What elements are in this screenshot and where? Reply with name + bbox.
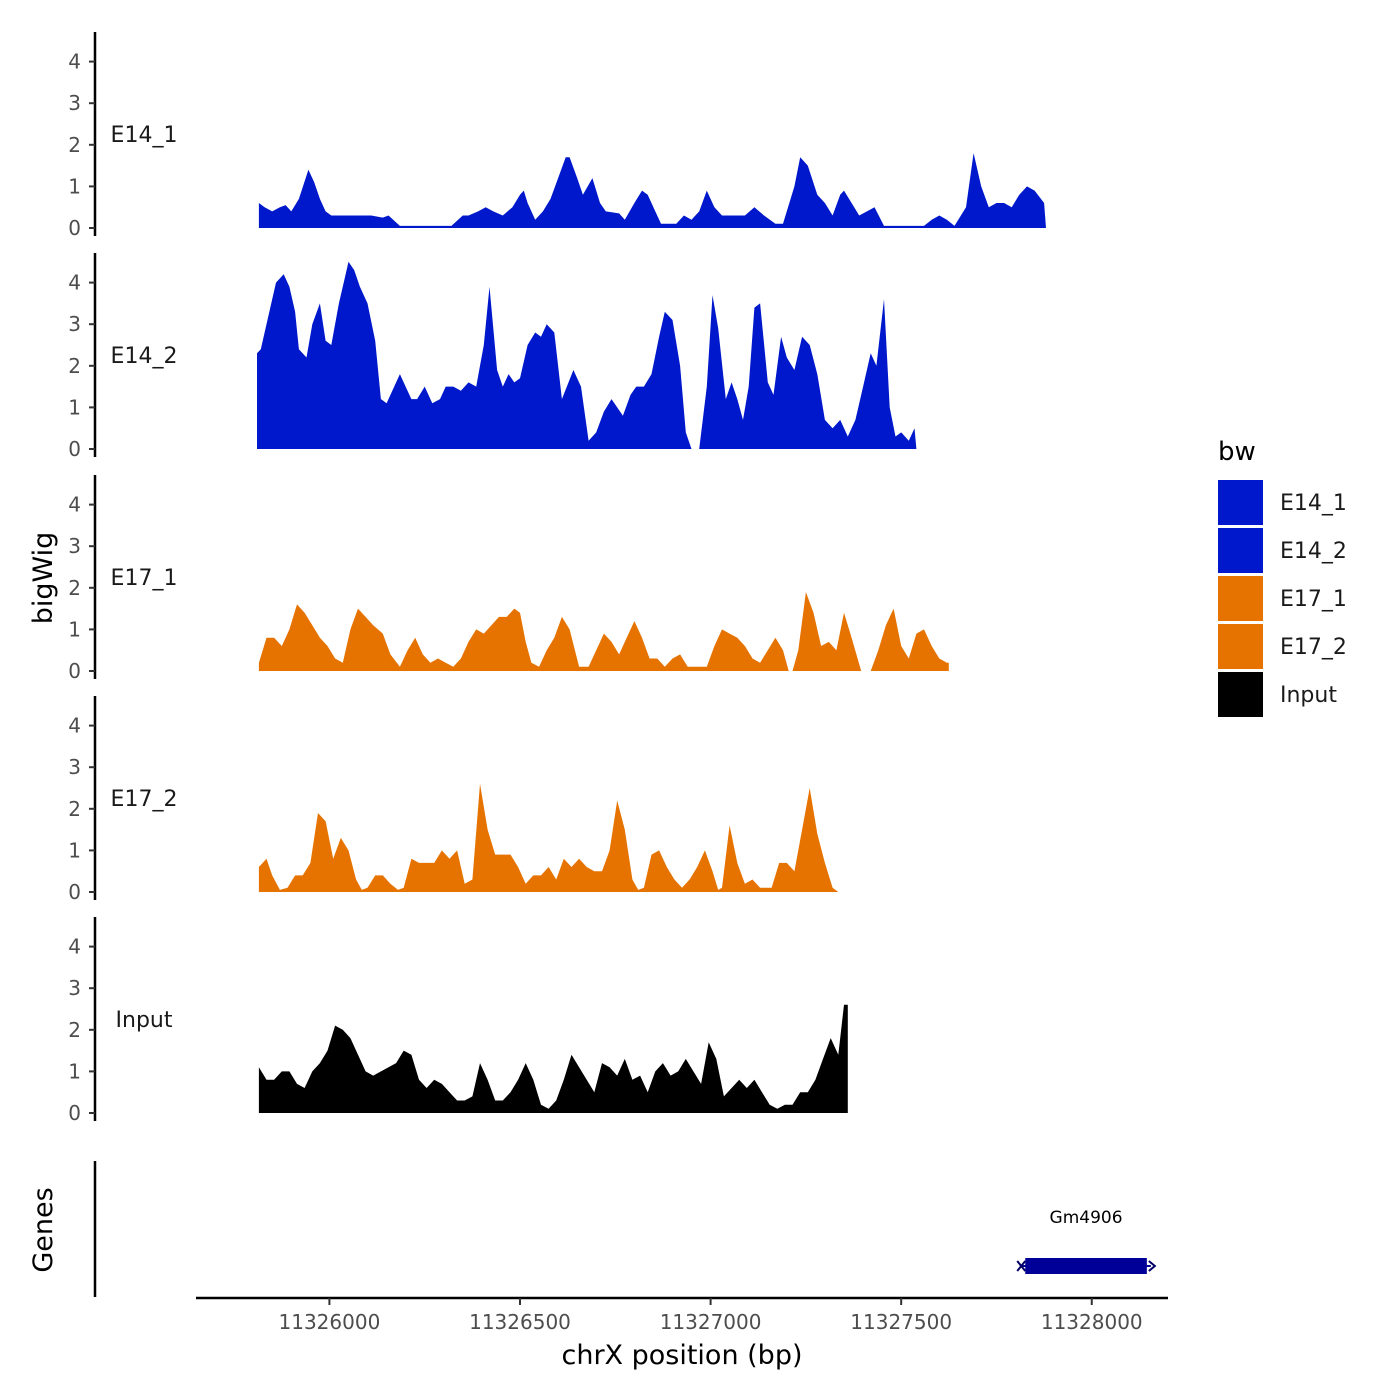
y-tick-label-E14_1-2: 2 bbox=[68, 133, 81, 157]
x-axis-title: chrX position (bp) bbox=[561, 1340, 802, 1371]
y-tick-label-E14_1-4: 4 bbox=[68, 50, 81, 74]
y-tick-label-E17_1-2: 2 bbox=[68, 576, 81, 600]
track-label-E17_1: E17_1 bbox=[111, 566, 178, 591]
legend-swatch-Input bbox=[1218, 672, 1263, 717]
legend-label-Input: Input bbox=[1280, 683, 1337, 708]
y-tick-label-E14_2-3: 3 bbox=[68, 312, 81, 336]
y-tick-label-E14_2-2: 2 bbox=[68, 354, 81, 378]
y-tick-label-E17_1-1: 1 bbox=[68, 617, 81, 641]
legend-swatch-E17_2 bbox=[1218, 624, 1263, 669]
track-E17_1: 0 1 2 3 4 E17_1 bbox=[68, 475, 949, 683]
x-axis: 11326000 11326500 11327000 11327500 11328000 bbox=[196, 1296, 1168, 1334]
legend-label-E17_2: E17_2 bbox=[1280, 635, 1347, 660]
area-E14_2 bbox=[257, 261, 917, 449]
legend-swatch-E14_1 bbox=[1218, 480, 1263, 525]
x-tick-label-11326500: 11326500 bbox=[469, 1310, 571, 1334]
y-tick-label-E17_2-1: 1 bbox=[68, 838, 81, 862]
y-tick-label-Input-2: 2 bbox=[68, 1018, 81, 1042]
legend-label-E14_1: E14_1 bbox=[1280, 491, 1347, 516]
track-label-E17_2: E17_2 bbox=[111, 787, 178, 812]
area-E14_1 bbox=[258, 153, 1046, 228]
x-tick-label-11327000: 11327000 bbox=[660, 1310, 762, 1334]
track-Input: 0 1 2 3 4 Input bbox=[68, 917, 848, 1125]
legend: bw E14_1 E14_2 E17_1 E17_2 Input bbox=[1218, 437, 1347, 717]
track-label-E14_1: E14_1 bbox=[111, 123, 178, 148]
x-tick-label-11327500: 11327500 bbox=[850, 1310, 952, 1334]
gene-start-marker bbox=[1016, 1260, 1027, 1272]
y-tick-label-E17_1-3: 3 bbox=[68, 534, 81, 558]
y-tick-label-E14_2-0: 0 bbox=[68, 437, 81, 461]
x-tick-label-11326000: 11326000 bbox=[279, 1310, 381, 1334]
y-axis-title: bigWig bbox=[28, 532, 59, 625]
track-E14_2: 0 1 2 3 4 E14_2 bbox=[68, 253, 917, 461]
legend-swatch-E17_1 bbox=[1218, 576, 1263, 621]
gene-strand-arrow bbox=[1148, 1260, 1157, 1272]
track-label-Input: Input bbox=[116, 1008, 173, 1033]
y-tick-label-E14_2-1: 1 bbox=[68, 395, 81, 419]
y-tick-label-E17_1-0: 0 bbox=[68, 659, 81, 683]
genes-panel: Gm4906 bbox=[93, 1161, 1157, 1297]
y-tick-label-E17_2-3: 3 bbox=[68, 755, 81, 779]
legend-swatch-E14_2 bbox=[1218, 528, 1263, 573]
gene-label-Gm4906: Gm4906 bbox=[1050, 1208, 1123, 1228]
y-tick-label-E14_1-3: 3 bbox=[68, 91, 81, 115]
x-tick-label-11328000: 11328000 bbox=[1041, 1310, 1143, 1334]
y-tick-label-E17_1-4: 4 bbox=[68, 493, 81, 517]
y-tick-label-E14_2-4: 4 bbox=[68, 271, 81, 295]
signal-tracks: 0 1 2 3 4 E14_1 0 1 2 3 4 E14_2 0 1 2 3 4 E17_1 0 1 2 3 4 E17_2… bbox=[68, 32, 1046, 1125]
y-tick-label-Input-4: 4 bbox=[68, 935, 81, 959]
y-tick-label-Input-1: 1 bbox=[68, 1059, 81, 1083]
y-tick-label-E14_1-0: 0 bbox=[68, 216, 81, 240]
y-tick-label-E14_1-1: 1 bbox=[68, 174, 81, 198]
y-tick-label-E17_2-0: 0 bbox=[68, 880, 81, 904]
y-tick-label-Input-3: 3 bbox=[68, 976, 81, 1000]
track-E14_1: 0 1 2 3 4 E14_1 bbox=[68, 32, 1046, 240]
track-label-E14_2: E14_2 bbox=[111, 344, 178, 369]
genes-axis-title: Genes bbox=[28, 1187, 59, 1272]
area-Input bbox=[258, 1004, 848, 1113]
y-tick-label-E17_2-4: 4 bbox=[68, 714, 81, 738]
area-E17_2 bbox=[258, 783, 839, 892]
area-E17_1 bbox=[258, 592, 949, 671]
track-E17_2: 0 1 2 3 4 E17_2 bbox=[68, 696, 839, 904]
y-tick-label-E17_2-2: 2 bbox=[68, 797, 81, 821]
legend-label-E14_2: E14_2 bbox=[1280, 539, 1347, 564]
y-tick-label-Input-0: 0 bbox=[68, 1101, 81, 1125]
legend-label-E17_1: E17_1 bbox=[1280, 587, 1347, 612]
legend-title: bw bbox=[1218, 437, 1256, 467]
